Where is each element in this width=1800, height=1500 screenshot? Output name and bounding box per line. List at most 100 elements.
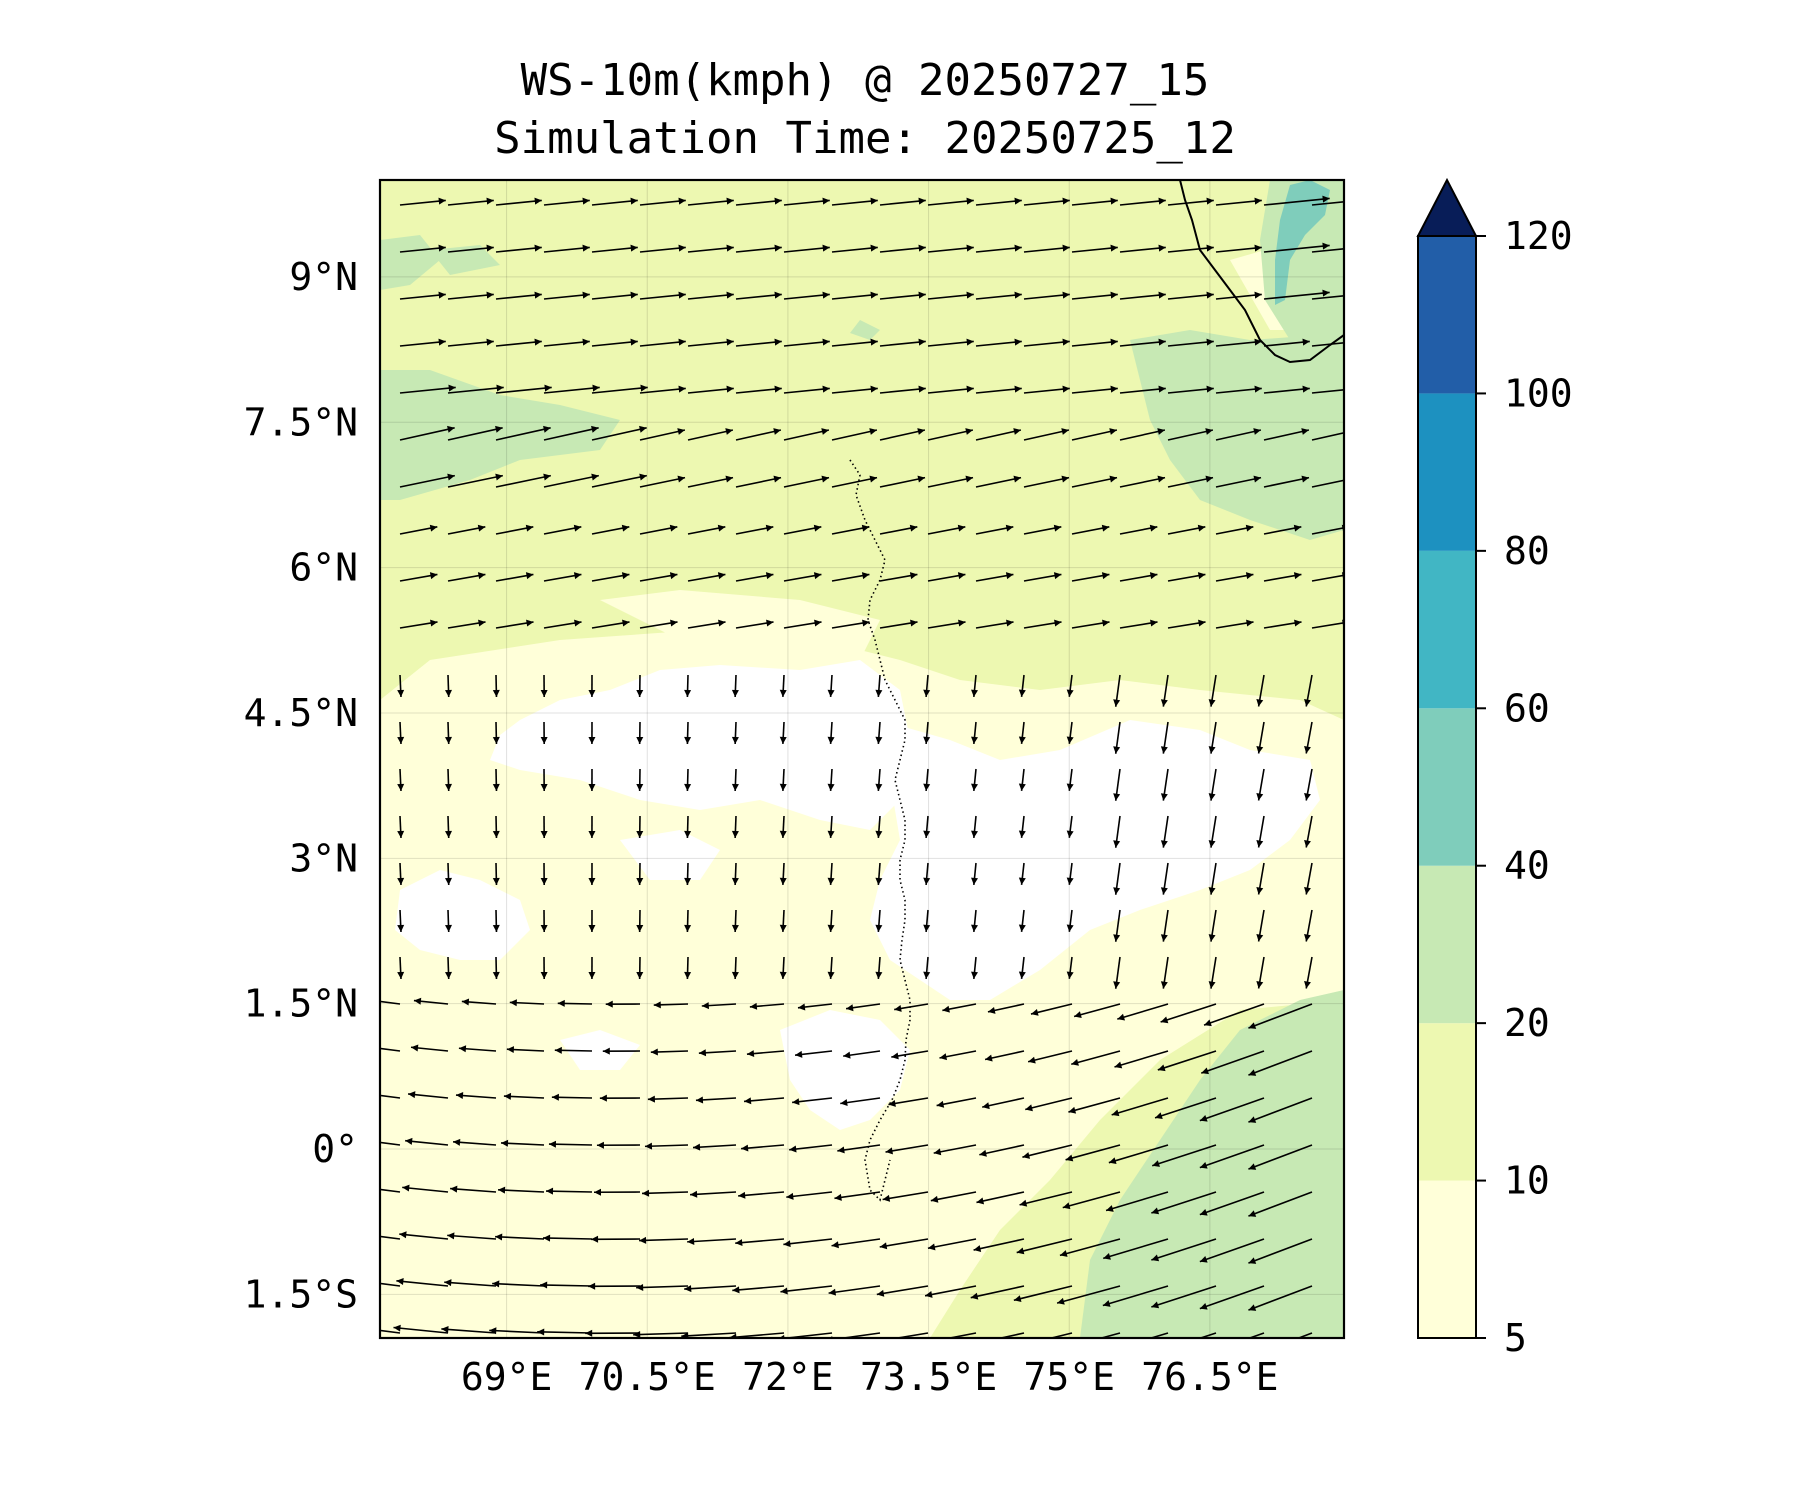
wind-arrow [701, 1002, 737, 1010]
wind-arrow [1311, 200, 1344, 206]
wind-arrow [447, 524, 486, 535]
lon-tick-label: 75°E [1023, 1355, 1115, 1399]
wind-arrow [975, 475, 1022, 488]
wind-arrow [735, 385, 782, 394]
wind-arrow [975, 524, 1014, 535]
wind-arrow [1119, 475, 1166, 488]
wind-arrow [1048, 1332, 1073, 1338]
wind-arrow [987, 1003, 1025, 1014]
wind-arrow [380, 1141, 401, 1146]
wind-arrow [927, 385, 974, 394]
wind-arrow [1304, 674, 1313, 707]
wind-arrow [1066, 956, 1074, 979]
map-frame [378, 178, 1346, 1340]
wind-arrow [687, 428, 734, 441]
wind-arrow [894, 1003, 929, 1012]
wind-arrow [397, 674, 405, 698]
wind-arrow [827, 815, 835, 839]
wind-arrow [1248, 1003, 1313, 1029]
wind-arrow [735, 338, 782, 347]
wind-arrow [1062, 1191, 1121, 1210]
colorbar-tick-label: 60 [1504, 686, 1550, 730]
wind-arrow [410, 1044, 449, 1052]
wind-arrow [1311, 479, 1344, 488]
wind-arrow [971, 768, 979, 791]
wind-arrow [1263, 289, 1330, 300]
wind-arrow [831, 619, 870, 629]
calm-regions [395, 660, 1320, 1130]
wind-arrow [729, 1332, 785, 1338]
wind-arrow [495, 572, 534, 582]
wind-arrow [650, 1048, 689, 1056]
wind-arrow [684, 815, 692, 839]
colorbar-extend-arrow [1416, 177, 1478, 237]
wind-arrow [831, 475, 878, 488]
wind-arrow [1022, 1144, 1073, 1159]
colorbar-segment [1418, 550, 1476, 709]
wind-arrow [1066, 862, 1074, 885]
wind-arrow [1208, 674, 1217, 707]
wind-arrow [492, 956, 500, 980]
wind-arrow [885, 1144, 929, 1155]
wind-arrow [783, 572, 822, 582]
wind-arrow [591, 425, 647, 441]
wind-arrow [1023, 197, 1070, 206]
wind-arrow [540, 674, 548, 698]
wind-arrow [831, 524, 870, 535]
wind-arrow [588, 721, 596, 745]
wind-arrow [450, 1185, 497, 1193]
wind-arrow [1304, 768, 1313, 801]
wind-arrow [1160, 674, 1169, 707]
wind-arrow [1023, 291, 1070, 300]
wind-arrow [397, 768, 405, 792]
wind-arrow [1199, 1144, 1265, 1169]
wind-arrow [540, 768, 548, 792]
wind-arrow [923, 909, 931, 932]
wind-arrow [1102, 1238, 1169, 1260]
wind-arrow [1215, 244, 1262, 253]
wind-arrow [684, 862, 692, 886]
wind-arrow [794, 1050, 833, 1058]
wind-arrow [1018, 815, 1026, 838]
wind-arrow [687, 244, 734, 253]
wind-arrow [1018, 674, 1026, 697]
wind-arrow [786, 1191, 833, 1200]
wind-arrow [591, 473, 647, 488]
wind-arrow [447, 338, 494, 347]
wind-arrow [749, 1002, 785, 1010]
wind-arrow [845, 1003, 881, 1012]
wind-arrow [399, 1231, 449, 1240]
wind-arrow [1108, 1144, 1169, 1165]
wind-arrow [1119, 338, 1166, 347]
wind-arrow [976, 1191, 1025, 1205]
wind-arrow [1160, 862, 1169, 895]
wind-arrow [1199, 1285, 1265, 1310]
wind-arrow [687, 475, 734, 488]
wind-arrow [636, 956, 644, 980]
wind-arrow [975, 338, 1022, 347]
wind-arrow [1215, 572, 1254, 582]
wind-arrow [1066, 815, 1074, 838]
wind-arrow [1071, 244, 1118, 253]
wind-arrow [380, 1235, 401, 1240]
wind-arrow [540, 909, 548, 933]
wind-arrow [684, 909, 692, 933]
wind-arrow [875, 721, 883, 744]
wind-arrow [639, 385, 686, 394]
wind-arrow [1208, 768, 1217, 801]
wind-arrow [639, 572, 678, 582]
wind-arrow [875, 909, 883, 932]
strong-speed-region [1275, 180, 1330, 305]
chart-title: WS-10m(kmph) @ 20250727_15 [520, 55, 1210, 106]
wind-arrow [735, 244, 782, 253]
wind-arrow [380, 1047, 401, 1052]
wind-arrow [1311, 388, 1344, 394]
wind-arrow [639, 475, 686, 488]
wind-arrow [1119, 244, 1166, 253]
wind-arrow [831, 244, 878, 253]
wind-arrow [1167, 619, 1206, 629]
wind-arrow [731, 956, 739, 980]
wind-arrow [879, 572, 918, 582]
wind-arrow [461, 998, 497, 1006]
wind-arrow [591, 572, 630, 582]
